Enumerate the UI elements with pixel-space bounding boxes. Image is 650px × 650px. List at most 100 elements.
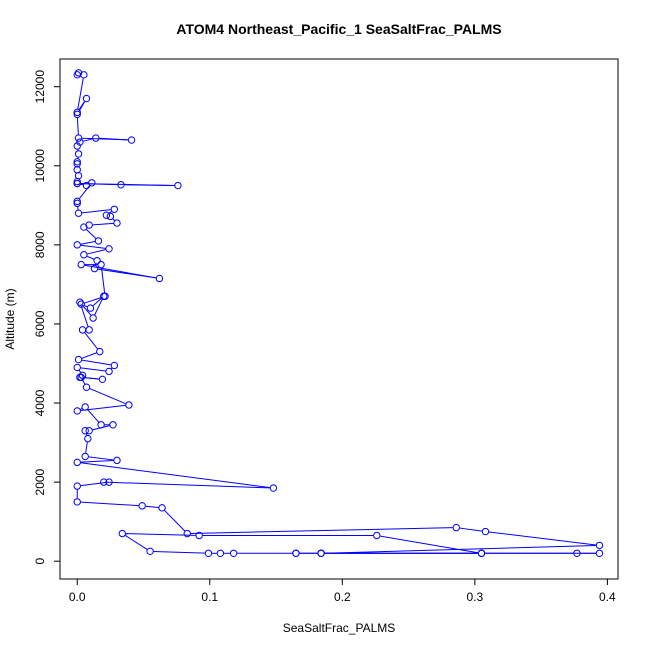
series-segment [84, 332, 98, 350]
series-segment [80, 408, 83, 410]
series-segment [80, 462, 270, 489]
data-point [117, 181, 125, 189]
data-point [77, 373, 85, 382]
data-point [89, 314, 97, 322]
series-segment [84, 296, 102, 304]
data-point [125, 401, 133, 409]
series-segment [83, 138, 93, 142]
x-tick-label: 0.4 [599, 590, 616, 604]
data-point [88, 179, 96, 187]
data-point [595, 549, 604, 557]
data-point [85, 427, 93, 435]
data-point [195, 531, 203, 540]
data-point [113, 456, 121, 465]
series-segment [86, 255, 95, 260]
data-point [113, 219, 121, 227]
data-point [73, 142, 81, 150]
series-segment [145, 505, 159, 508]
series-segment [80, 460, 114, 463]
data-point [78, 326, 87, 334]
data-point [80, 223, 88, 231]
data-point [127, 136, 136, 144]
y-tick-label: 6000 [33, 310, 47, 337]
x-tick-label: 0.3 [467, 590, 484, 604]
data-point [77, 260, 85, 269]
data-point [105, 245, 113, 253]
data-point [73, 158, 81, 166]
series-segment [124, 534, 148, 550]
series-segment [84, 305, 88, 308]
series-segment [80, 183, 175, 186]
data-point [74, 171, 83, 180]
data-point [105, 367, 113, 376]
data-point [155, 274, 164, 283]
series-segment [99, 137, 129, 141]
series-segment [92, 222, 114, 226]
series-segment [78, 101, 86, 112]
series-segment [92, 298, 102, 307]
series-segment [80, 367, 106, 372]
data-point [269, 484, 278, 492]
series-segment [78, 185, 91, 199]
series-segment [101, 268, 106, 293]
data-point [109, 421, 117, 429]
series-segment [190, 527, 453, 534]
data-point [81, 403, 89, 411]
series-segment [82, 380, 86, 385]
data-point [477, 549, 486, 557]
data-point [74, 355, 83, 364]
data-point [81, 427, 89, 435]
series-segment [84, 264, 157, 279]
data-point [100, 478, 108, 486]
data-point [73, 177, 81, 186]
data-point [158, 504, 166, 512]
series-segment [81, 209, 111, 214]
data-point [98, 375, 107, 384]
x-tick-label: 0.0 [69, 590, 86, 604]
data-point [84, 434, 92, 443]
y-tick-label: 12000 [33, 70, 47, 104]
y-tick-label: 10000 [33, 149, 47, 183]
data-point [80, 71, 88, 79]
series-segment [94, 299, 103, 316]
data-point [373, 531, 381, 540]
series-segment [85, 442, 88, 454]
series-segment [80, 241, 96, 245]
y-tick-label: 8000 [33, 231, 47, 258]
data-point [292, 549, 300, 557]
series-segment [112, 218, 115, 221]
data-point [204, 549, 213, 557]
series-segment [164, 509, 186, 532]
x-axis-label: SeaSaltFrac_PALMS [283, 621, 396, 635]
data-point [73, 241, 81, 249]
x-tick-label: 0.2 [334, 590, 351, 604]
data-point [93, 256, 101, 265]
data-point [595, 541, 604, 550]
data-point [146, 547, 154, 556]
data-point [452, 523, 460, 532]
series-segment [89, 388, 126, 405]
series-segment [380, 535, 479, 554]
series-segment [88, 456, 114, 461]
plot-frame [59, 58, 619, 580]
data-point [216, 549, 225, 557]
chart-title: ATOM4 Northeast_Pacific_1 SeaSaltFrac_PA… [176, 21, 501, 37]
series-segment [153, 550, 205, 554]
data-point [82, 94, 91, 103]
series-segment [80, 183, 84, 186]
data-point [85, 326, 93, 334]
series-segment [87, 249, 106, 255]
series-segment [78, 370, 81, 373]
series-segment [80, 305, 89, 327]
data-point [74, 209, 83, 217]
data-point [110, 205, 119, 213]
data-point [573, 549, 581, 557]
series-segment [125, 533, 196, 536]
data-point [77, 300, 85, 308]
data-point [174, 181, 182, 190]
series-segment [80, 482, 106, 487]
series-lines [76, 78, 597, 554]
series-segment [81, 352, 97, 359]
data-point [73, 108, 81, 117]
series-segment [84, 377, 99, 380]
